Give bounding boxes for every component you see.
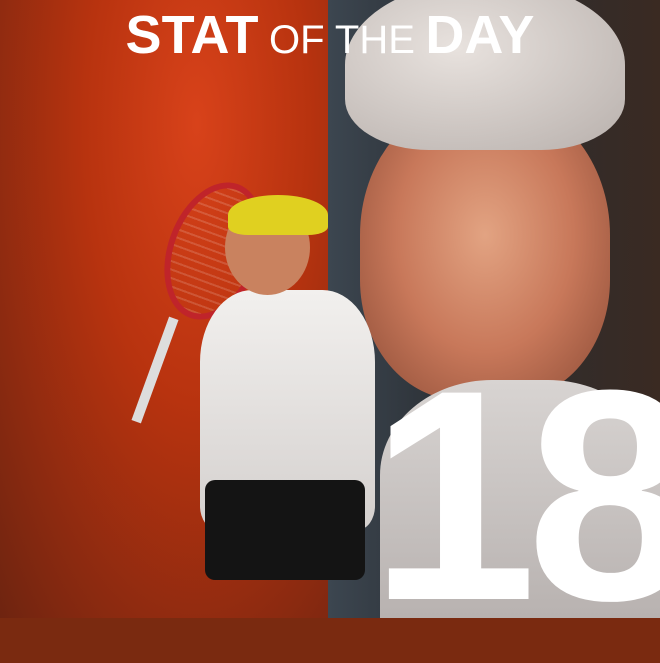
player-shorts [205,480,365,580]
player-cap [345,0,625,150]
headline-day: DAY [425,5,535,65]
headline-stat: STAT [125,5,259,65]
player-shirt-closeup [380,380,660,618]
player-face-closeup [360,100,610,400]
headline-of-the: OF THE [268,18,415,62]
headline: STAT OF THE DAY [0,4,660,66]
player-visor [228,195,328,235]
stat-number: 18 [370,327,660,663]
